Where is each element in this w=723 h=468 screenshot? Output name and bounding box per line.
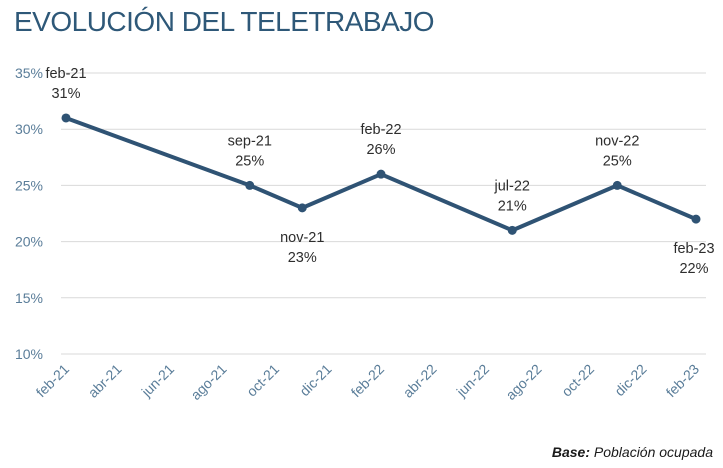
x-tick-label: abr-21: [85, 361, 125, 401]
x-tick-label: dic-21: [296, 361, 334, 399]
data-point: [245, 180, 255, 190]
data-label-date: nov-21: [280, 230, 324, 246]
data-point: [297, 203, 307, 213]
data-label-date: nov-22: [595, 133, 639, 149]
line-chart: 10%15%20%25%30%35%feb-21 abr-21 jun-21 ago-…: [15, 65, 715, 403]
data-label-date: feb-22: [360, 122, 401, 138]
y-tick-label: 35%: [15, 65, 43, 81]
data-label-date: sep-21: [228, 133, 272, 149]
data-label-value: 25%: [235, 153, 264, 169]
data-label-value: 25%: [603, 153, 632, 169]
y-tick-label: 30%: [15, 121, 43, 137]
x-tick-label: abr-22: [400, 361, 440, 401]
data-label-value: 21%: [498, 198, 527, 214]
y-tick-label: 15%: [15, 290, 43, 306]
x-tick-label: ago-22: [502, 361, 544, 403]
data-point: [612, 180, 622, 190]
x-tick-label: dic-22: [611, 361, 649, 399]
x-tick-label: feb-21: [33, 361, 73, 401]
data-label-value: 31%: [51, 86, 80, 102]
data-label-date: jul-22: [494, 178, 530, 194]
data-point: [376, 169, 386, 179]
y-tick-label: 25%: [15, 177, 43, 193]
x-tick-label: ago-21: [187, 361, 229, 403]
data-label-value: 22%: [679, 261, 708, 277]
data-label-date: feb-23: [673, 241, 714, 257]
x-tick-label: jun-21: [138, 361, 178, 401]
data-point: [507, 225, 517, 235]
x-tick-label: feb-22: [348, 361, 388, 401]
y-tick-label: 10%: [15, 346, 43, 362]
x-tick-label: feb-23: [663, 361, 703, 401]
x-tick-label: oct-22: [558, 361, 597, 400]
x-tick-label: oct-21: [243, 361, 282, 400]
y-tick-label: 20%: [15, 234, 43, 250]
chart-footnote: Base: Población ocupada: [552, 444, 713, 460]
x-tick-label: jun-22: [453, 361, 493, 401]
data-point: [61, 113, 71, 123]
footnote-label: Base:: [551, 444, 590, 460]
data-label-date: feb-21: [45, 66, 86, 82]
data-label-value: 26%: [366, 142, 395, 158]
data-point: [691, 214, 701, 224]
chart-area: 10% 15% 20% 25% 30% 35% feb-21 abr-21 jun-21 ago-…: [6, 52, 717, 432]
data-label-value: 23%: [288, 250, 317, 266]
footnote-text: Población ocupada: [590, 444, 713, 460]
chart-title: EVOLUCIÓN DEL TELETRABAJO: [14, 6, 435, 37]
